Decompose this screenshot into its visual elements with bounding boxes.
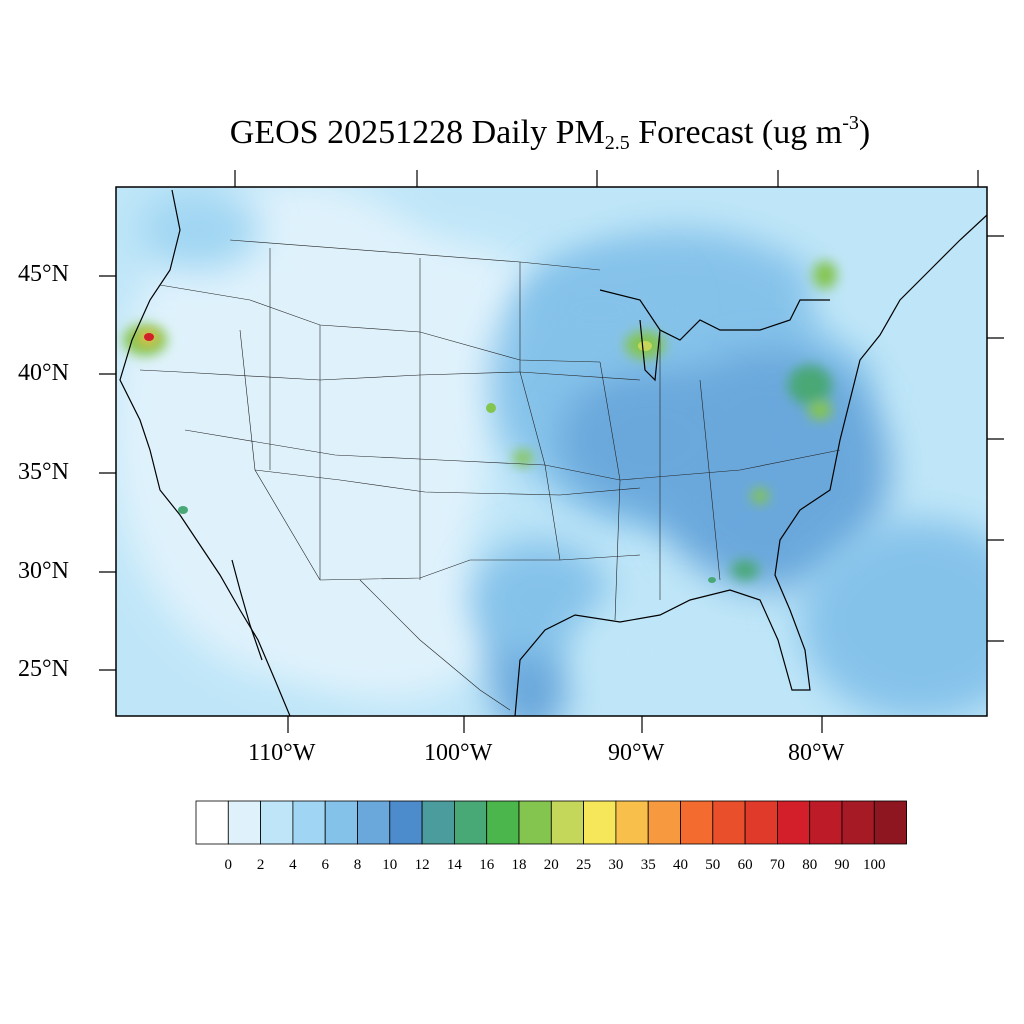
colorbar-tick-label: 40 bbox=[673, 857, 688, 873]
colorbar-tick-label: 10 bbox=[382, 857, 398, 873]
lon-label-100w: 100°W bbox=[424, 740, 493, 766]
colorbar-swatch bbox=[324, 800, 358, 845]
colorbar-swatch bbox=[195, 800, 229, 845]
lon-label-110w: 110°W bbox=[248, 740, 316, 766]
colorbar-swatch bbox=[421, 800, 455, 845]
colorbar-tick-label: 4 bbox=[289, 857, 297, 873]
lat-label-45: 45°N bbox=[18, 261, 69, 287]
colorbar-swatch bbox=[744, 800, 778, 845]
colorbar-tick-label: 8 bbox=[353, 857, 362, 873]
colorbar-tick-label: 60 bbox=[737, 857, 753, 873]
lat-label-25: 25°N bbox=[18, 656, 69, 682]
lon-label-90w: 90°W bbox=[608, 740, 665, 766]
colorbar-tick-label: 12 bbox=[414, 857, 430, 873]
colorbar-swatch bbox=[615, 800, 649, 845]
colorbar-tick-label: 80 bbox=[802, 857, 818, 873]
colorbar-swatch bbox=[260, 800, 294, 845]
colorbar-tick-label: 50 bbox=[705, 857, 721, 873]
colorbar bbox=[195, 800, 907, 845]
lon-label-80w: 80°W bbox=[788, 740, 845, 766]
colorbar-tick-label: 100 bbox=[863, 857, 886, 873]
colorbar-swatch bbox=[550, 800, 584, 845]
lat-label-40: 40°N bbox=[18, 360, 69, 386]
colorbar-swatch bbox=[453, 800, 488, 845]
axis-ticks bbox=[99, 170, 1004, 733]
colorbar-swatch bbox=[647, 800, 681, 845]
colorbar-swatch bbox=[227, 800, 262, 845]
colorbar-tick-label: 70 bbox=[769, 857, 785, 873]
colorbar-swatch bbox=[357, 800, 391, 845]
state-borders bbox=[139, 239, 841, 711]
lat-label-35: 35°N bbox=[18, 459, 69, 485]
colorbar-tick-label: 14 bbox=[446, 857, 462, 873]
colorbar-swatch bbox=[809, 800, 843, 845]
colorbar-tick-label: 20 bbox=[543, 857, 559, 873]
colorbar-tick-label: 2 bbox=[256, 857, 265, 873]
colorbar-swatch bbox=[712, 800, 746, 845]
colorbar-swatch bbox=[583, 800, 617, 845]
colorbar-swatch bbox=[389, 800, 423, 845]
concentration-field bbox=[116, 187, 987, 716]
colorbar-swatch bbox=[486, 800, 520, 845]
colorbar-tick-label: 18 bbox=[511, 857, 527, 873]
colorbar-tick-label: 0 bbox=[224, 857, 233, 873]
colorbar-swatch bbox=[518, 800, 552, 845]
colorbar-tick-label: 6 bbox=[321, 857, 329, 873]
colorbar-swatch bbox=[873, 800, 907, 845]
colorbar-tick-label: 30 bbox=[608, 857, 624, 873]
colorbar-swatch bbox=[841, 800, 875, 845]
colorbar-swatch bbox=[680, 800, 714, 845]
colorbar-tick-label: 16 bbox=[479, 857, 495, 873]
colorbar-tick-label: 35 bbox=[640, 857, 656, 873]
colorbar-tick-label: 25 bbox=[576, 857, 592, 873]
colorbar-swatch bbox=[777, 800, 811, 845]
map-frame bbox=[115, 186, 988, 717]
map-title: GEOS 20251228 Daily PM2.5 Forecast (ug m… bbox=[229, 112, 871, 154]
colorbar-swatch bbox=[292, 800, 326, 845]
colorbar-tick-label: 90 bbox=[834, 857, 850, 873]
lat-label-30: 30°N bbox=[18, 558, 69, 584]
